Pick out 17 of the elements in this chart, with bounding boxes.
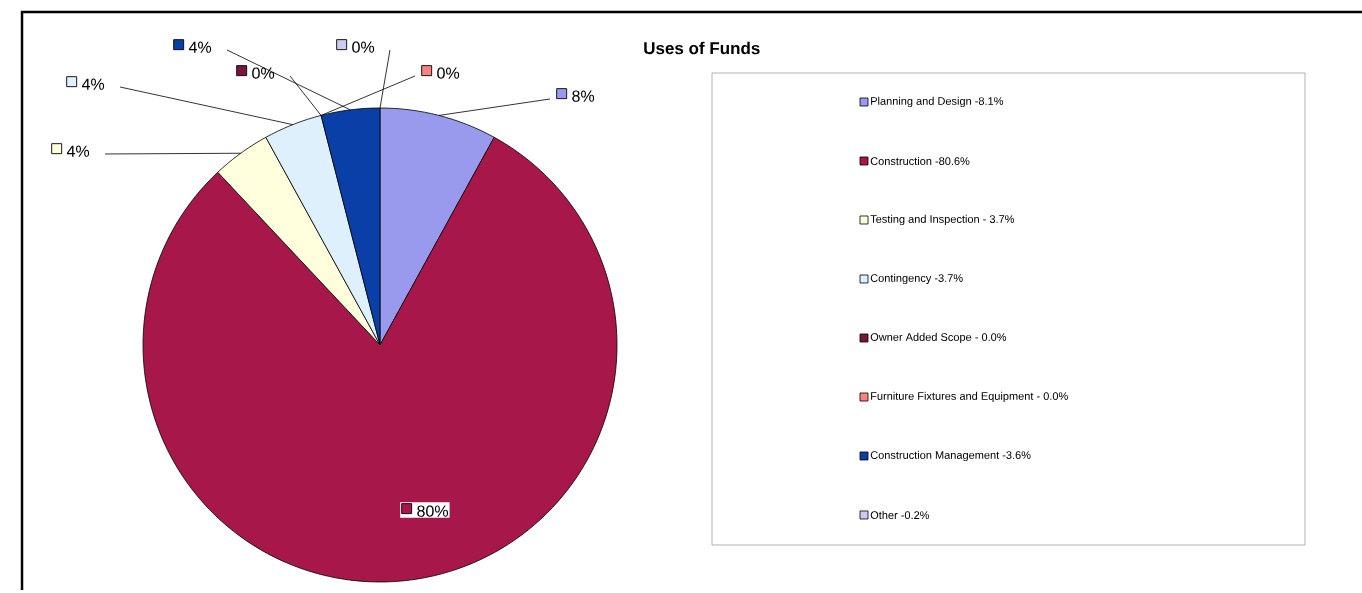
legend-label: Construction -80.6%	[870, 156, 970, 166]
data-label: 8%	[572, 90, 595, 102]
data-label: 80%	[417, 505, 449, 517]
chart-title: Uses of Funds	[644, 41, 760, 55]
text: 0%	[437, 67, 460, 79]
data-label: 4%	[81, 78, 105, 90]
data-label: 4%	[188, 41, 212, 53]
legend-label: Furniture Fixtures and Equipment - 0.0%	[871, 391, 1068, 403]
data-label: 4%	[66, 145, 90, 157]
legend-label: Owner Added Scope - 0.0%	[870, 332, 1007, 344]
legend-label: Contingency -3.7%	[870, 273, 963, 285]
legend-label: Other -0.2%	[870, 510, 930, 520]
legend-label: Testing and Inspection - 3.7%	[870, 214, 1015, 226]
legend-label: Construction Management -3.6%	[870, 450, 1031, 462]
text: 0%	[252, 67, 275, 79]
legend-label: Planning and Design -8.1%	[871, 96, 1004, 108]
text: 0%	[352, 41, 375, 53]
